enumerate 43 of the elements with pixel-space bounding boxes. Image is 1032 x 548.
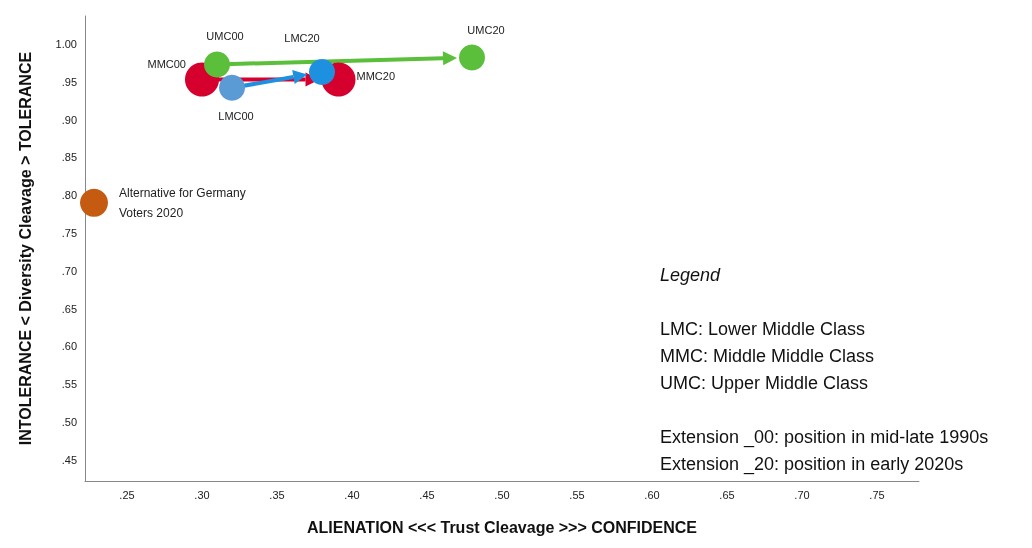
y-tick-label: .60 [61,340,77,353]
x-tick-label: .40 [344,488,360,501]
y-tick-label: .70 [61,264,77,277]
y-tick-label: .55 [61,378,77,391]
x-tick-label: .70 [794,488,810,501]
x-tick-label: .30 [194,488,210,501]
y-tick-label: .90 [61,113,77,126]
point [204,51,230,78]
series-label: MMC00 [147,57,186,70]
x-tick-label: .65 [719,488,735,501]
y-axis-title: INTOLERANCE < Diversity Cleavage > TOLERANCE [16,51,34,446]
y-tick-label: .45 [61,453,77,466]
point [80,188,108,217]
x-axis-title: ALIENATION <<< Trust Cleavage >>> CONFIDENCE [306,518,698,536]
x-tick-label: .45 [419,488,435,501]
annotation: UMC: Upper Middle Class [660,373,869,393]
series-label: LMC20 [284,31,320,44]
annotation: MMC: Middle Middle Class [660,346,875,366]
y-tick-label: 1.00 [55,37,77,50]
y-tick-label: .95 [61,75,77,88]
point [309,58,335,85]
series-label: MMC20 [356,69,396,82]
annotation: Legend [660,265,722,285]
x-tick-label: .25 [119,488,135,501]
y-tick-label: .50 [61,416,77,429]
annotation: Extension _00: position in mid-late 1990s [660,427,989,448]
y-tick-label: .85 [61,151,77,164]
point [219,74,245,101]
y-tick-label: .65 [61,302,77,315]
y-tick-label: .80 [61,189,77,202]
series-label: UMC00 [206,30,244,43]
point [459,44,485,71]
y-tick-label: .75 [61,227,77,239]
x-tick-label: .75 [869,488,885,501]
series-label: Alternative for Germany Voters 2020 [119,185,250,220]
annotation: Extension _20: position in early 2020s [660,454,964,475]
series-label: UMC20 [467,23,505,36]
series-label: LMC00 [218,109,254,122]
x-tick-label: .60 [644,488,660,501]
annotation: LMC: Lower Middle Class [660,319,866,339]
x-tick-label: .50 [494,488,510,501]
x-tick-label: .35 [269,488,285,501]
x-tick-label: .55 [569,488,585,501]
